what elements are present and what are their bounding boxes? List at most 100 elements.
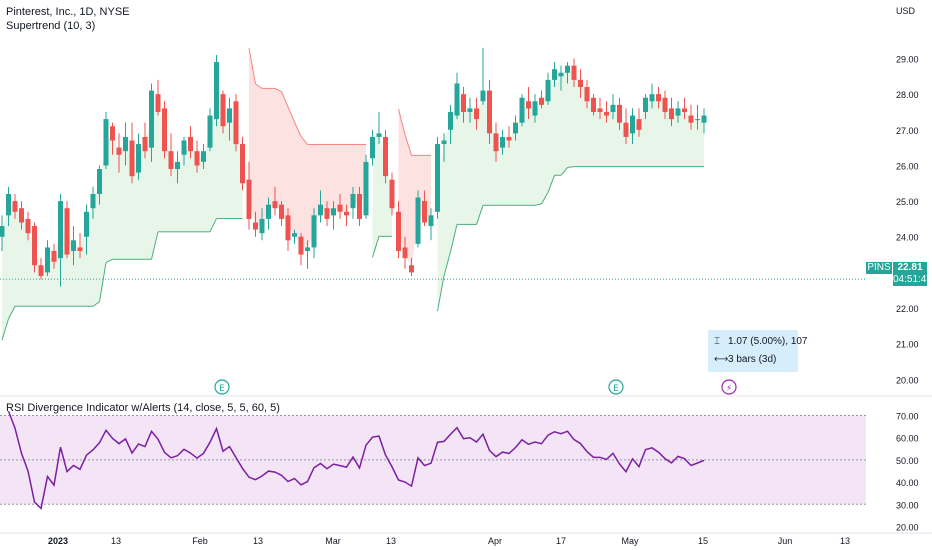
supertrend-line: [437, 275, 445, 312]
price-tick-label: 28.00: [896, 90, 919, 100]
supertrend-fill: [15, 206, 22, 307]
candle-body: [77, 247, 83, 251]
candle-body: [448, 111, 453, 130]
supertrend-fill: [184, 144, 191, 232]
candle-body: [682, 108, 687, 112]
supertrend-fill: [528, 104, 535, 206]
supertrend-line: [372, 236, 380, 258]
candle-body: [253, 222, 258, 230]
candle-body: [636, 119, 642, 130]
supertrend-fill: [411, 155, 418, 269]
time-tick-label: Feb: [192, 536, 208, 546]
candle-body: [136, 144, 141, 173]
supertrend-fill: [600, 110, 607, 167]
price-tick-label: 24.00: [896, 233, 919, 243]
supertrend-fill: [587, 94, 594, 167]
earnings-icon-glyph: E: [613, 384, 619, 394]
supertrend-fill: [678, 110, 685, 167]
supertrend-fill: [2, 204, 9, 341]
rsi-tick-label: 70.00: [896, 412, 919, 422]
candle-body: [155, 94, 161, 112]
candle-body: [331, 208, 336, 216]
time-tick-label: 15: [698, 536, 708, 546]
candle-body: [402, 247, 408, 259]
candle-body: [305, 247, 310, 251]
supertrend-fill: [697, 119, 704, 167]
candle-body: [207, 115, 213, 148]
candle-body: [188, 136, 193, 152]
time-tick-label: 13: [253, 536, 263, 546]
candle-body: [526, 101, 531, 109]
last-price-tag: 22.81: [893, 262, 927, 274]
supertrend-line: [398, 108, 406, 135]
candle-body: [649, 94, 655, 102]
supertrend-fill: [99, 142, 106, 302]
candle-body: [45, 247, 50, 273]
rsi-tick-label: 30.00: [896, 500, 919, 510]
measure-tooltip: ⌶ 1.07 (5.00%), 107 ⟷3 bars (3d): [708, 330, 808, 372]
candle-body: [669, 108, 674, 120]
supertrend-line: [450, 224, 458, 252]
candle-body: [630, 115, 635, 134]
supertrend-fill: [281, 91, 288, 228]
earnings-icon: [214, 379, 230, 395]
supertrend-fill: [171, 160, 178, 232]
candle-body: [168, 151, 174, 170]
supertrend-line: [443, 251, 451, 277]
candle-body: [71, 240, 76, 251]
time-tick-label: 13: [840, 536, 850, 546]
supertrend-fill: [470, 110, 477, 225]
dividend-icon-glyph: ⚡: [726, 384, 732, 394]
candle-body: [350, 193, 356, 209]
candle-body: [474, 108, 479, 120]
supertrend-fill: [606, 108, 613, 167]
supertrend-fill: [502, 138, 509, 206]
supertrend-line: [105, 258, 113, 264]
supertrend-fill: [522, 104, 529, 206]
supertrend-fill: [509, 128, 516, 206]
candle-body: [688, 115, 694, 123]
supertrend-fill: [138, 144, 145, 260]
supertrend-fill: [145, 119, 152, 260]
supertrend-line: [92, 301, 100, 307]
candle-body: [376, 133, 382, 137]
candle-body: [454, 83, 460, 116]
candle-body: [656, 94, 661, 102]
supertrend-fill: [632, 124, 639, 167]
supertrend-fill: [639, 104, 646, 167]
supertrend-line: [1, 318, 9, 341]
supertrend-fill: [21, 215, 28, 307]
currency-label: USD: [896, 6, 916, 16]
supertrend-fill: [541, 90, 548, 204]
supertrend-fill: [177, 147, 184, 232]
time-tick-label: 13: [386, 536, 396, 546]
candle-body: [441, 140, 447, 145]
candle-body: [51, 250, 57, 262]
supertrend-fill: [327, 144, 334, 214]
supertrend-line: [567, 166, 575, 169]
time-tick-label: Mar: [325, 536, 341, 546]
time-tick-label: May: [621, 536, 639, 546]
candle-body: [318, 204, 323, 216]
candle-body: [415, 197, 421, 244]
candle-body: [552, 69, 557, 80]
candle-body: [571, 65, 577, 80]
supertrend-fill: [580, 83, 587, 167]
earnings-icon-glyph: E: [219, 384, 225, 394]
candle-body: [279, 204, 284, 219]
dividend-icon: [721, 379, 737, 395]
rsi-tick-label: 50.00: [896, 456, 919, 466]
supertrend-fill: [301, 136, 308, 250]
candle-body: [142, 136, 148, 152]
candle-body: [643, 97, 648, 112]
time-tick-label: Apr: [488, 536, 502, 546]
supertrend-line: [99, 262, 107, 302]
supertrend-label: Supertrend (10, 3): [6, 20, 96, 32]
candle-body: [370, 136, 375, 159]
candle-body: [558, 72, 564, 77]
candle-body: [181, 140, 187, 155]
candle-body: [675, 108, 681, 116]
ticker-tag: PINS: [866, 262, 892, 274]
time-tick-label: 2023: [48, 536, 68, 546]
